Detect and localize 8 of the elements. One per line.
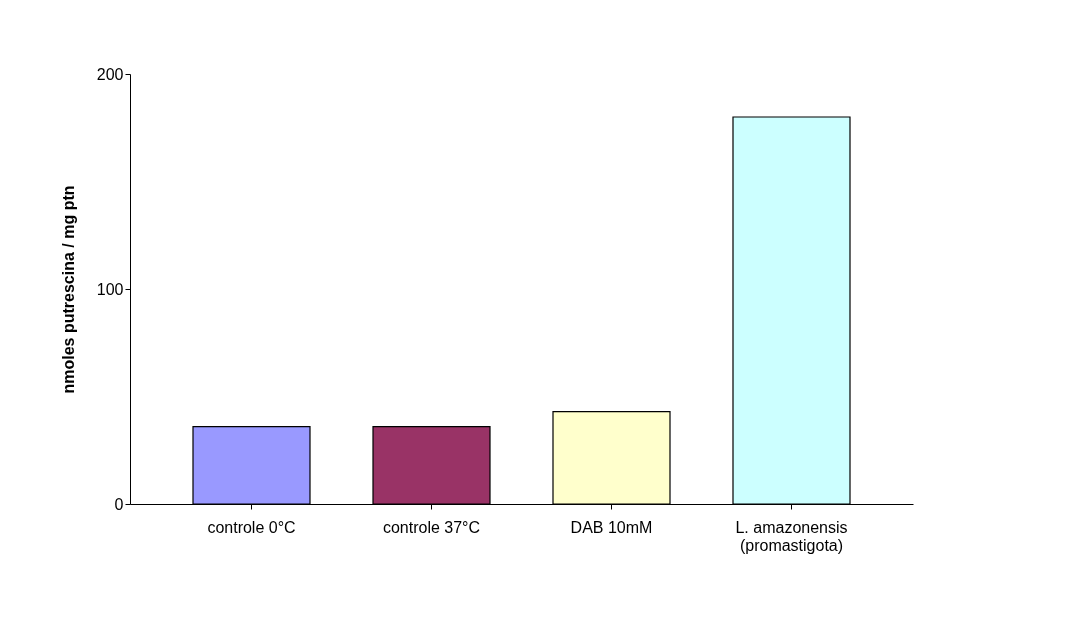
y-tick-label: 0 (114, 495, 124, 513)
y-axis-title: nmoles putrescina / mg ptn (59, 185, 77, 394)
x-tick-label: controle 0°C (207, 518, 296, 536)
y-tick-label: 200 (96, 65, 124, 83)
y-tick-label: 100 (96, 280, 124, 298)
x-tick-label: L. amazonensis (promastigota) (735, 518, 848, 554)
x-tick-label: DAB 10mM (570, 518, 653, 536)
x-tick-label: controle 37°C (382, 518, 481, 536)
